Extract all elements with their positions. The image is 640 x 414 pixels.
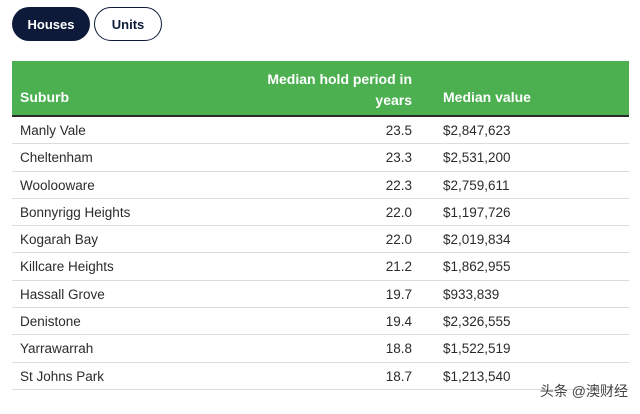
table-row: Yarrawarrah 18.8 $1,522,519	[12, 335, 629, 363]
cell-hold-period: 19.7	[385, 286, 412, 302]
cell-hold-period: 23.5	[385, 123, 412, 138]
cell-hold-period: 18.7	[385, 368, 412, 384]
table-row: Denistone 19.4 $2,326,555	[12, 308, 629, 336]
cell-suburb: Yarrawarrah	[20, 341, 94, 357]
table-row: St Johns Park 18.7 $1,213,540	[12, 363, 629, 390]
cell-suburb: Manly Vale	[20, 123, 86, 138]
cell-median-value: $1,522,519	[443, 341, 511, 357]
tab-houses[interactable]: Houses	[12, 7, 90, 41]
table-row: Cheltenham 23.3 $2,531,200	[12, 144, 629, 172]
column-header-median-value: Median value	[443, 89, 531, 105]
cell-hold-period: 23.3	[385, 150, 412, 166]
cell-hold-period: 18.8	[385, 341, 412, 357]
cell-median-value: $2,847,623	[443, 123, 511, 138]
cell-suburb: Cheltenham	[20, 150, 93, 166]
cell-hold-period: 19.4	[385, 314, 412, 330]
cell-median-value: $933,839	[443, 286, 500, 302]
cell-suburb: Denistone	[20, 314, 81, 330]
cell-hold-period: 21.2	[385, 259, 412, 275]
table-row: Bonnyrigg Heights 22.0 $1,197,726	[12, 199, 629, 227]
tab-units[interactable]: Units	[94, 7, 162, 41]
hold-period-table: Suburb Median hold period in years Media…	[12, 61, 629, 390]
cell-median-value: $2,019,834	[443, 232, 511, 248]
cell-suburb: Killcare Heights	[20, 259, 114, 275]
cell-suburb: Kogarah Bay	[20, 232, 99, 248]
column-header-hold-period: Median hold period in years	[262, 69, 412, 111]
cell-suburb: Bonnyrigg Heights	[20, 204, 131, 220]
cell-median-value: $1,862,955	[443, 259, 511, 275]
property-type-tabs: Houses Units	[12, 7, 162, 41]
cell-median-value: $2,326,555	[443, 314, 511, 330]
table-row: Killcare Heights 21.2 $1,862,955	[12, 253, 629, 281]
cell-median-value: $1,213,540	[443, 368, 511, 384]
cell-hold-period: 22.0	[385, 204, 412, 220]
table-row: Hassall Grove 19.7 $933,839	[12, 281, 629, 309]
hold-header-line2: years	[375, 92, 412, 108]
cell-suburb: St Johns Park	[20, 368, 105, 384]
cell-suburb: Hassall Grove	[20, 286, 105, 302]
table-row: Kogarah Bay 22.0 $2,019,834	[12, 226, 629, 254]
table-header: Suburb Median hold period in years Media…	[12, 61, 629, 117]
hold-header-line1: Median hold period in	[267, 71, 412, 87]
cell-median-value: $2,759,611	[443, 177, 510, 193]
column-header-suburb: Suburb	[20, 89, 69, 105]
cell-median-value: $1,197,726	[443, 204, 511, 220]
source-watermark: 头条 @澳财经	[539, 383, 628, 399]
cell-suburb: Woolooware	[20, 177, 95, 193]
cell-median-value: $2,531,200	[443, 150, 511, 166]
table-row: Manly Vale 23.5 $2,847,623	[12, 117, 629, 145]
cell-hold-period: 22.3	[385, 177, 412, 193]
cell-hold-period: 22.0	[385, 232, 412, 248]
table-row: Woolooware 22.3 $2,759,611	[12, 172, 629, 199]
